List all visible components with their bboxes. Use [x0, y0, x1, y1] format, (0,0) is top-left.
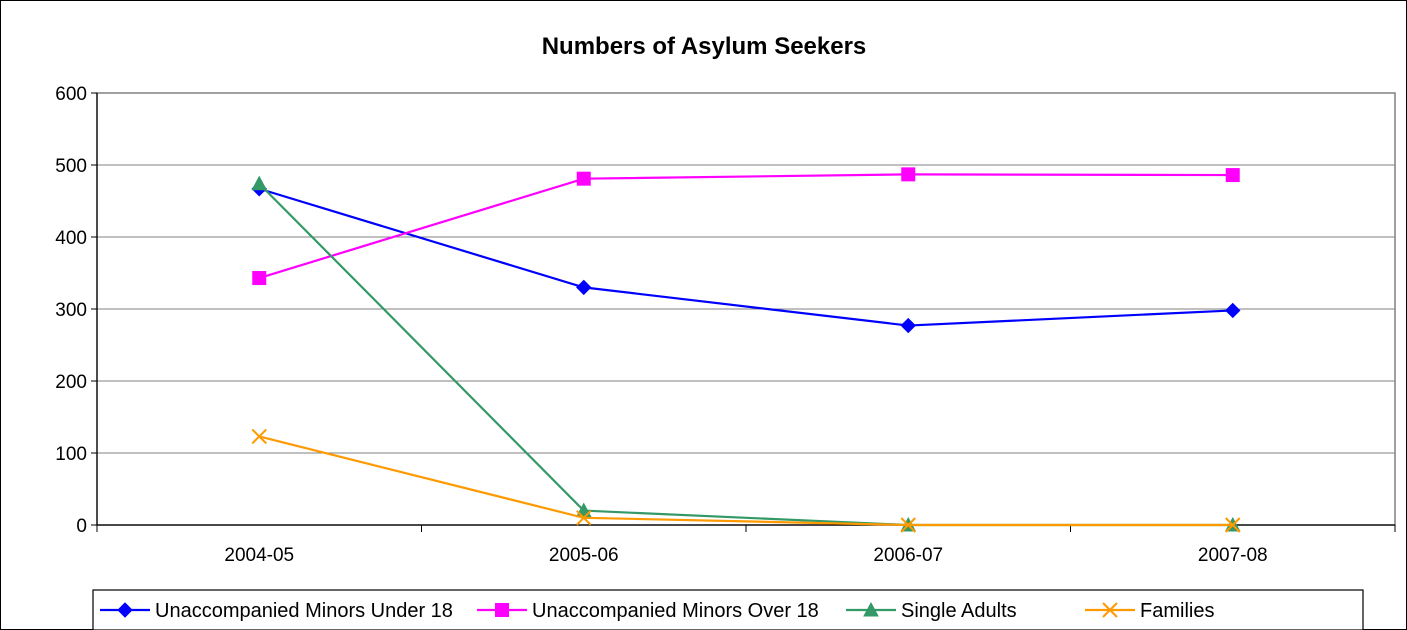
data-point-marker	[1225, 517, 1241, 533]
x-axis-ticks: 2004-05 2005-06 2006-07 2007-08	[96, 525, 1396, 566]
series-line	[252, 167, 1240, 286]
data-point-marker	[576, 279, 592, 296]
y-tick-label: 200	[55, 372, 87, 393]
y-axis-ticks: 0 100 200 300 400 500 600	[55, 84, 97, 537]
legend-item: Unaccompanied Minors Under 18	[100, 600, 453, 622]
legend-label: Single Adults	[901, 600, 1017, 622]
data-point-marker	[1225, 302, 1241, 319]
gridlines	[97, 92, 1395, 454]
x-tick-label: 2004-05	[224, 545, 294, 566]
x-tick-label: 2005-06	[549, 545, 619, 566]
legend-label: Unaccompanied Minors Under 18	[155, 600, 453, 622]
chart-title: Numbers of Asylum Seekers	[542, 33, 867, 60]
series-line	[251, 181, 1241, 334]
legend-item: Unaccompanied Minors Over 18	[477, 600, 819, 622]
legend-item: Families	[1085, 600, 1214, 622]
series-path	[258, 187, 1233, 327]
series-line	[251, 428, 1241, 533]
x-tick-label: 2007-08	[1198, 545, 1268, 566]
data-point-marker	[1225, 168, 1240, 183]
data-point-marker	[495, 603, 509, 617]
data-point-marker	[901, 167, 916, 182]
legend: Unaccompanied Minors Under 18 Unaccompani…	[92, 589, 1364, 630]
legend-item: Single Adults	[846, 600, 1017, 622]
data-point-marker	[117, 602, 133, 618]
data-point-marker	[900, 317, 916, 334]
data-point-marker	[900, 517, 916, 533]
series-line	[251, 175, 1241, 532]
series-path	[258, 173, 1233, 280]
data-point-marker	[863, 601, 879, 617]
y-tick-label: 500	[55, 156, 87, 177]
y-tick-label: 100	[55, 444, 87, 465]
data-point-marker	[251, 428, 267, 445]
series-path	[258, 435, 1233, 527]
y-tick-label: 0	[76, 516, 87, 537]
y-tick-label: 600	[55, 84, 87, 105]
data-point-marker	[251, 175, 268, 191]
legend-label: Families	[1140, 600, 1214, 622]
y-tick-label: 400	[55, 228, 87, 249]
data-point-marker	[576, 171, 591, 186]
series-group	[251, 167, 1241, 533]
data-point-marker	[252, 271, 267, 286]
x-tick-label: 2006-07	[873, 545, 943, 566]
legend-label: Unaccompanied Minors Over 18	[532, 600, 819, 622]
data-point-marker	[1102, 602, 1118, 618]
legend-box	[92, 589, 1364, 630]
data-point-marker	[576, 510, 592, 526]
y-tick-label: 300	[55, 300, 87, 321]
